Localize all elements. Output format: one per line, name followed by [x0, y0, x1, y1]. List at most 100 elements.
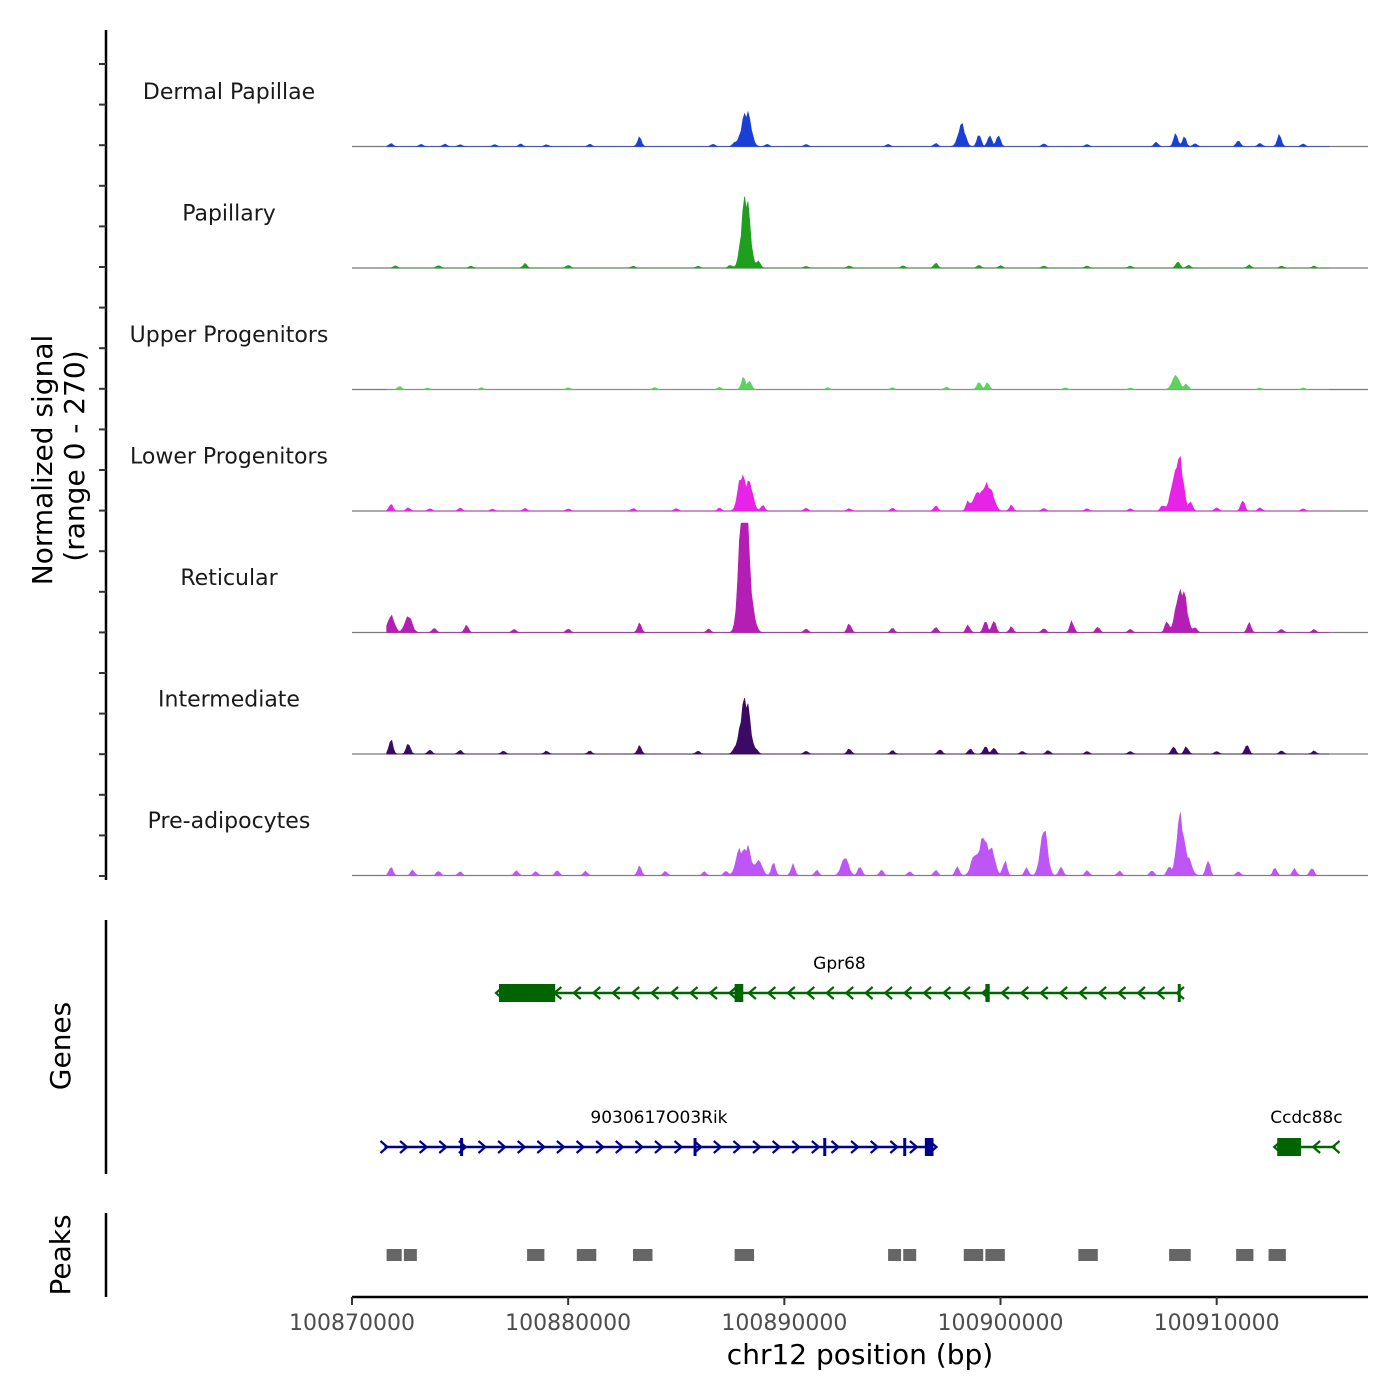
strand-arrow: [727, 986, 738, 1000]
strand-arrow: [825, 986, 835, 1000]
strand-arrow: [791, 1140, 801, 1154]
x-axis: 100870000 100880000 100890000 100900000 1009…: [289, 1295, 1368, 1336]
peak-region: [734, 1249, 755, 1261]
strand-arrow: [941, 986, 952, 1000]
peak-region: [903, 1249, 917, 1261]
strand-arrow: [922, 986, 932, 1000]
x-tick-label: 100880000: [505, 1311, 631, 1336]
peak-region: [633, 1249, 653, 1261]
strand-arrow: [536, 1140, 546, 1154]
strand-arrow: [591, 986, 601, 1000]
track-label: Pre-adipocytes: [148, 809, 311, 834]
peak-region: [576, 1249, 597, 1261]
gene-exon: [1277, 1138, 1301, 1156]
coverage-tracks: Dermal Papillae Papillary Upper Progenitor…: [130, 80, 1368, 877]
peaks-y-label: Peaks: [44, 1214, 77, 1295]
strand-arrow: [1330, 1140, 1341, 1154]
coverage-track-intermediate: Intermediate: [158, 688, 1368, 755]
gene-gpr68: Gpr68: [494, 954, 1185, 1002]
x-tick-label: 100910000: [1154, 1311, 1280, 1336]
strand-arrow: [766, 986, 777, 1000]
track-label: Upper Progenitors: [130, 323, 329, 348]
gene-exon: [460, 1138, 464, 1156]
coverage-track-pre-adipocytes: Pre-adipocytes: [148, 809, 1368, 877]
track-label: Reticular: [180, 566, 278, 591]
strand-arrow: [752, 1140, 762, 1154]
gene-exon: [498, 984, 556, 1002]
gene-exon: [903, 1138, 907, 1156]
x-tick-label: 100900000: [938, 1311, 1064, 1336]
strand-arrow: [1077, 986, 1088, 1000]
peak-region: [888, 1249, 902, 1261]
strand-arrow: [477, 1140, 488, 1154]
strand-arrow: [1097, 986, 1107, 1000]
peak-region: [963, 1249, 984, 1261]
coverage-signal: [386, 697, 1330, 755]
strand-arrow: [1039, 986, 1049, 1000]
strand-arrow: [1019, 986, 1030, 1000]
peak-regions: [386, 1249, 1286, 1261]
peak-region: [386, 1249, 402, 1261]
peak-region: [527, 1249, 545, 1261]
strand-arrow: [883, 986, 893, 1000]
coverage-track-papillary: Papillary: [182, 196, 1368, 269]
strand-arrow: [1116, 986, 1127, 1000]
strand-arrow: [1000, 986, 1010, 1000]
strand-arrow: [575, 1140, 586, 1154]
gene-label: Gpr68: [813, 954, 866, 974]
strand-arrow: [516, 1140, 527, 1154]
genes-y-label: Genes: [44, 1002, 77, 1090]
gene-exon: [924, 1138, 934, 1156]
strand-arrow: [1058, 986, 1068, 1000]
peak-region: [1169, 1249, 1191, 1261]
coverage-y-axis: [99, 30, 108, 880]
strand-arrow: [654, 1140, 664, 1154]
strand-arrow: [634, 1140, 645, 1154]
x-tick-label: 100870000: [289, 1311, 415, 1336]
gene-label: 9030617O03Rik: [590, 1108, 727, 1128]
coverage-track-lower-progenitors: Lower Progenitors: [130, 445, 1368, 512]
strand-arrow: [1311, 1140, 1321, 1154]
strand-arrow: [1175, 986, 1185, 1000]
strand-arrow: [850, 1140, 860, 1154]
strand-arrow: [1136, 986, 1146, 1000]
strand-arrow: [615, 1140, 625, 1154]
coverage-signal: [386, 522, 1330, 633]
coverage-signal: [386, 110, 1330, 147]
strand-arrow: [844, 986, 854, 1000]
strand-arrow: [630, 986, 640, 1000]
strand-arrow: [438, 1140, 448, 1154]
strand-arrow: [1155, 986, 1166, 1000]
strand-arrow: [708, 986, 718, 1000]
coverage-track-dermal-papillae: Dermal Papillae: [143, 80, 1368, 148]
track-label: Dermal Papillae: [143, 80, 315, 105]
track-label: Lower Progenitors: [130, 445, 328, 470]
strand-arrow: [786, 986, 796, 1000]
coverage-track-reticular: Reticular: [180, 522, 1368, 634]
strand-arrow: [889, 1140, 899, 1154]
peak-region: [403, 1249, 417, 1261]
strand-arrow: [805, 986, 815, 1000]
strand-arrow: [673, 1140, 684, 1154]
strand-arrow: [649, 986, 660, 1000]
strand-arrow: [869, 1140, 880, 1154]
coverage-track-upper-progenitors: Upper Progenitors: [130, 323, 1368, 391]
gene-exon: [693, 1138, 697, 1156]
track-label: Papillary: [182, 202, 276, 227]
gene-exon: [734, 984, 744, 1002]
strand-arrow: [379, 1140, 390, 1154]
strand-arrow: [572, 986, 582, 1000]
coverage-signal: [386, 374, 1330, 390]
strand-arrow: [713, 1140, 723, 1154]
coverage-signal: [386, 812, 1330, 876]
gene-ccdc88c: Ccdc88c: [1270, 1108, 1343, 1156]
peak-region: [1236, 1249, 1254, 1261]
gene-exon: [1177, 984, 1181, 1002]
strand-arrow: [399, 1140, 409, 1154]
gene-9030617o03rik: 9030617O03Rik: [379, 1108, 939, 1156]
strand-arrow: [732, 1140, 743, 1154]
coverage-signal: [386, 196, 1330, 269]
gene-exon: [985, 984, 990, 1002]
strand-arrow: [669, 986, 679, 1000]
